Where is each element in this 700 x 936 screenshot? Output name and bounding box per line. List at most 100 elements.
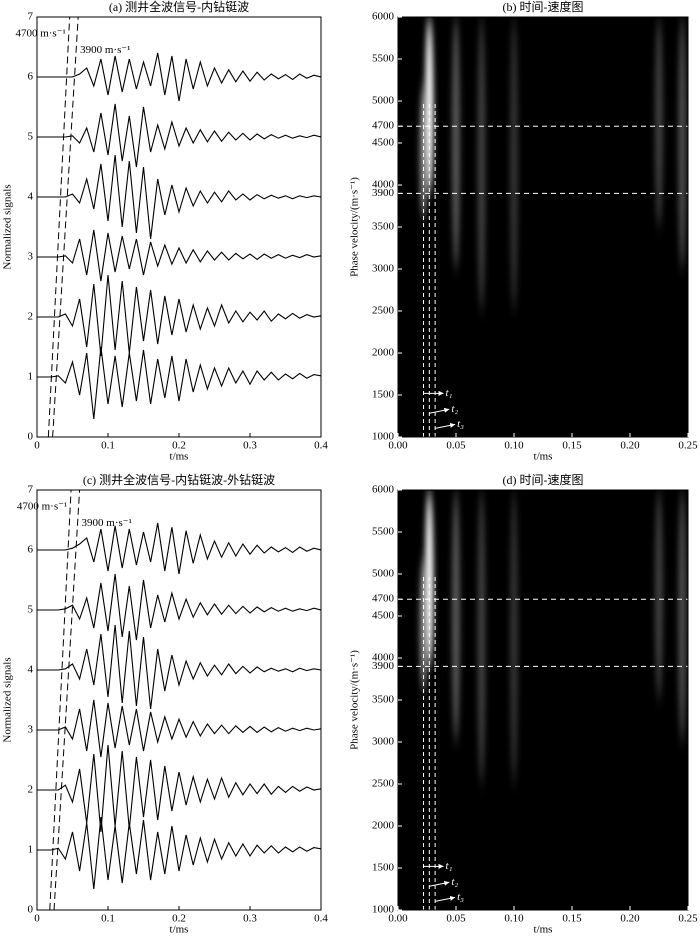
x-tick-label: 0.1 xyxy=(101,440,115,452)
x-tick-label: 0.05 xyxy=(446,440,466,452)
x-tick-label: 0.05 xyxy=(446,913,466,925)
axes-frame xyxy=(36,16,322,438)
marker-label: t₁ xyxy=(446,387,453,399)
velocity-moveout-line xyxy=(52,17,79,437)
y-tick-label: 3 xyxy=(28,724,34,736)
plot-area xyxy=(37,490,321,910)
y-tick-label: 4700 xyxy=(372,120,395,132)
energy-streak xyxy=(477,17,486,311)
signal-trace xyxy=(37,346,321,420)
y-tick-label: 4 xyxy=(28,664,34,676)
y-tick-label: 3500 xyxy=(372,694,395,706)
energy-streak xyxy=(419,84,428,219)
y-tick-label: 1 xyxy=(28,844,34,856)
y-tick-label: 2 xyxy=(28,784,34,796)
chart-title: (c) 测井全波信号-内钻铤波-外钻铤波 xyxy=(83,472,275,487)
y-tick-label: 3900 xyxy=(372,660,395,672)
panel: 4700 m·s⁻¹ 3900 m·s⁻¹ 0 0.1 0.2 0.3 0.4 0 1 2 3 4 5 6… xyxy=(2,0,329,463)
signal-trace xyxy=(37,744,321,833)
x-tick-label: 0.4 xyxy=(314,913,328,925)
y-tick-label: 2000 xyxy=(372,820,395,832)
velocity-label: 3900 m·s⁻¹ xyxy=(82,517,132,529)
x-tick-label: 0.25 xyxy=(678,913,698,925)
marker-arrow xyxy=(435,422,456,429)
chart-title: (a) 测井全波信号-内钻铤波 xyxy=(109,0,249,14)
signal-trace xyxy=(37,229,321,282)
y-tick-label: 7 xyxy=(28,484,34,496)
signal-trace xyxy=(37,103,321,168)
energy-streak xyxy=(419,557,428,692)
y-tick-label: 6000 xyxy=(372,11,395,23)
chart-title: (b) 时间-速度图 xyxy=(503,0,584,14)
x-tick-label: 0.10 xyxy=(504,440,524,452)
x-axis-label: t/ms xyxy=(534,451,553,463)
velocity-moveout-line xyxy=(47,17,71,437)
energy-streak xyxy=(510,490,518,784)
energy-streak xyxy=(678,17,687,269)
velocity-label: 4700 m·s⁻¹ xyxy=(15,27,65,39)
y-tick-label: 7 xyxy=(28,11,34,23)
y-tick-label: 5500 xyxy=(372,526,395,538)
energy-streak xyxy=(477,490,486,784)
velocity-label: 3900 m·s⁻¹ xyxy=(80,44,130,56)
x-tick-label: 0.2 xyxy=(172,913,186,925)
x-tick-label: 0.3 xyxy=(243,440,257,452)
y-tick-label: 1500 xyxy=(372,862,395,874)
energy-streak xyxy=(452,490,460,742)
plot-area xyxy=(37,17,321,437)
marker-label: t₁ xyxy=(446,860,453,872)
y-tick-label: 5 xyxy=(28,604,34,616)
signal-trace xyxy=(37,154,321,240)
signal-trace xyxy=(37,816,321,890)
y-tick-label: 2500 xyxy=(372,778,395,790)
y-tick-label: 2500 xyxy=(372,305,395,317)
y-tick-label: 2000 xyxy=(372,347,395,359)
marker-label: t₂ xyxy=(451,876,458,888)
signal-trace xyxy=(37,522,321,575)
y-tick-label: 3000 xyxy=(372,263,395,275)
marker-arrow xyxy=(429,407,450,414)
plot-background xyxy=(398,17,688,437)
signal-trace xyxy=(37,624,321,710)
x-tick-label: 0.00 xyxy=(388,440,408,452)
y-tick-label: 6000 xyxy=(372,484,395,496)
signal-trace xyxy=(37,699,321,758)
y-tick-label: 5 xyxy=(28,131,34,143)
y-tick-label: 4500 xyxy=(372,610,395,622)
marker-label: t₂ xyxy=(451,403,458,415)
y-tick-label: 4000 xyxy=(372,652,395,664)
x-tick-label: 0.20 xyxy=(620,913,640,925)
energy-streak xyxy=(452,17,460,269)
x-tick-label: 0.00 xyxy=(388,913,408,925)
signal-trace xyxy=(37,52,321,102)
plot-background xyxy=(398,490,688,910)
x-axis-label: t/ms xyxy=(170,924,189,936)
y-axis-label: Phase velocity/(m·s⁻¹) xyxy=(349,650,361,750)
y-tick-label: 3000 xyxy=(372,736,395,748)
chart-title: (d) 时间-速度图 xyxy=(503,472,584,487)
x-tick-label: 0.4 xyxy=(314,440,328,452)
y-tick-label: 3900 xyxy=(372,187,395,199)
energy-streak xyxy=(655,17,663,227)
energy-streak xyxy=(678,490,687,742)
y-tick-label: 6 xyxy=(28,544,34,556)
velocity-label: 4700 m·s⁻¹ xyxy=(17,500,67,512)
x-tick-label: 0.1 xyxy=(101,913,115,925)
panel: t₁ t₂ t₃ 0.00 0.05 0.10 0.15 0.20 0.25 1000 1500 20… xyxy=(349,472,699,936)
y-tick-label: 1000 xyxy=(372,431,395,443)
plot-area xyxy=(398,17,688,437)
axes-frame xyxy=(36,489,322,911)
velocity-moveout-line xyxy=(49,490,72,910)
marker-arrow xyxy=(435,895,456,902)
x-tick-label: 0.10 xyxy=(504,913,524,925)
x-tick-label: 0.15 xyxy=(562,440,582,452)
y-tick-label: 5000 xyxy=(372,95,395,107)
velocity-moveout-line xyxy=(53,490,81,910)
y-tick-label: 4700 xyxy=(372,593,395,605)
x-tick-label: 0 xyxy=(34,913,40,925)
y-tick-label: 5000 xyxy=(372,568,395,580)
x-tick-label: 0 xyxy=(34,440,40,452)
y-axis-label: Phase velocity/(m·s⁻¹) xyxy=(349,177,361,277)
x-tick-label: 0.15 xyxy=(562,913,582,925)
signal-trace xyxy=(37,573,321,641)
